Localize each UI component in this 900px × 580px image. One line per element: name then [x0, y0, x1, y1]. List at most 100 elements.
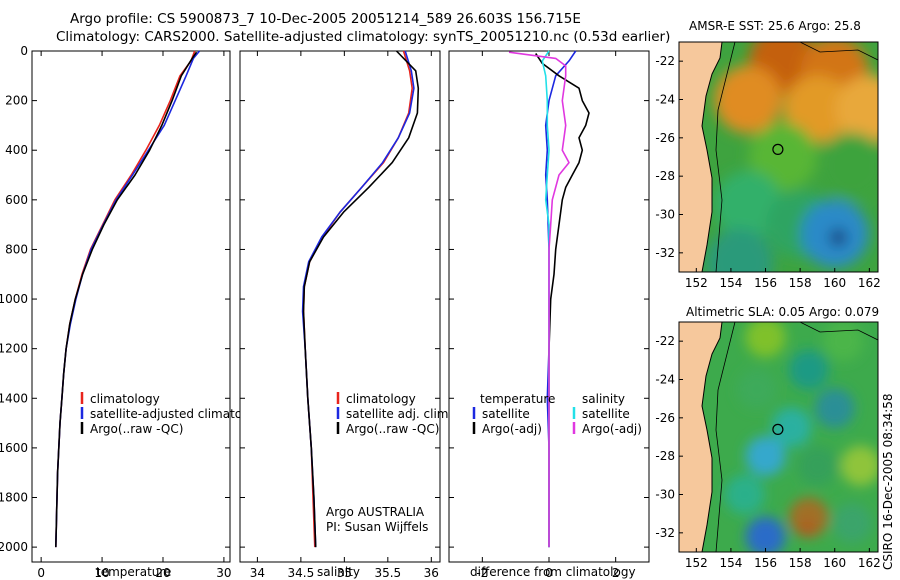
sla-reef-contour	[799, 322, 878, 341]
y-tick-label: 1800	[0, 491, 28, 505]
sst-map-title: AMSR-E SST: 25.6 Argo: 25.8	[689, 19, 861, 33]
sla-shelf-contour	[715, 322, 736, 552]
map-blob	[788, 349, 829, 390]
y-tick-label: 200	[5, 94, 28, 108]
series-line-argo-raw-qc	[55, 51, 198, 548]
x-tick-label: -2	[476, 566, 488, 580]
map-blob	[714, 170, 783, 239]
sla-map-title: Altimetric SLA: 0.05 Argo: 0.079	[686, 305, 879, 319]
difference-series	[508, 50, 590, 548]
x-tick-label: 0	[37, 566, 45, 580]
legend-label-sal-satellite: satellite	[582, 407, 630, 421]
map-blob	[771, 407, 812, 448]
map-x-tick-label: 152	[685, 276, 708, 290]
legend-label-temp-satellite: satellite	[482, 407, 530, 421]
map-y-tick-label: -24	[655, 373, 675, 387]
map-y-tick-label: -22	[655, 334, 675, 348]
y-tick-label: 1400	[0, 391, 28, 405]
map-x-tick-label: 158	[789, 556, 812, 570]
salinity-y-ticks	[240, 50, 440, 548]
map-blob	[705, 228, 774, 272]
map-blob	[830, 229, 847, 246]
map-x-tick-label: 152	[685, 556, 708, 570]
y-tick-label: 400	[5, 143, 28, 157]
y-tick-label: 1000	[0, 292, 28, 306]
map-x-tick-label: 162	[858, 276, 881, 290]
legend-label-satellite: satellite adj. clim.	[346, 407, 452, 421]
map-blob	[823, 322, 864, 362]
x-tick-label: 0	[545, 566, 553, 580]
map-y-tick-label: -26	[655, 411, 675, 425]
sla-y-ticks: -22 -24 -26 -28 -30 -32	[655, 334, 683, 540]
sst-map-frame	[678, 41, 879, 273]
difference-y-ticks	[449, 50, 649, 548]
sla-map-frame	[678, 321, 879, 553]
map-y-tick-label: -28	[655, 169, 675, 183]
salinity-axes-frame	[239, 50, 441, 563]
sst-color-blobs	[705, 42, 878, 272]
map-y-tick-label: -30	[655, 208, 675, 222]
sst-map-panel: AMSR-E SST: 25.6 Argo: 25.8 152 154 156 158…	[655, 19, 881, 290]
temperature-axes-frame	[31, 50, 231, 563]
x-tick-label: 30	[216, 566, 231, 580]
map-blob	[736, 369, 777, 410]
legend-header-salinity: salinity	[582, 392, 625, 406]
sla-map-field	[679, 322, 878, 552]
map-x-tick-label: 156	[754, 276, 777, 290]
map-x-tick-label: 154	[719, 276, 742, 290]
note-argo-australia: Argo AUSTRALIA	[326, 505, 425, 519]
y-tick-label: 600	[5, 193, 28, 207]
map-y-tick-label: -32	[655, 246, 675, 260]
sst-shelf-contour	[715, 42, 736, 272]
x-tick-label: 36	[424, 566, 439, 580]
difference-panel: -2 0 2 difference from climatology tempera…	[448, 50, 650, 580]
sst-map-field	[679, 42, 878, 272]
temperature-x-label: temperature	[96, 565, 171, 579]
legend-header-temperature: temperature	[480, 392, 555, 406]
series-line-salinity-argo-adj	[508, 51, 570, 548]
header-line-2: Climatology: CARS2000. Satellite-adjuste…	[56, 29, 670, 45]
temperature-series	[55, 50, 201, 548]
map-blob	[748, 123, 817, 191]
x-tick-label: 10	[94, 566, 109, 580]
salinity-legend: climatology satellite adj. clim. Argo(..…	[336, 392, 452, 436]
difference-x-label: difference from climatology	[470, 565, 636, 579]
map-x-tick-label: 162	[858, 556, 881, 570]
sst-x-ticks: 152 154 156 158 160 162	[685, 268, 881, 290]
x-tick-label: 35.5	[374, 566, 401, 580]
legend-label-temp-argo: Argo(-adj)	[482, 422, 542, 436]
temperature-x-ticks: 0 10 20 30	[37, 51, 232, 580]
sla-coastline	[701, 322, 723, 552]
salinity-x-ticks: 34 34.5 35 35.5 36	[250, 51, 439, 580]
y-tick-label: 0	[20, 44, 28, 58]
map-x-tick-label: 160	[823, 556, 846, 570]
map-blob	[835, 75, 878, 144]
legend-label-argo: Argo(..raw -QC)	[90, 422, 183, 436]
map-x-tick-label: 156	[754, 556, 777, 570]
map-blob	[814, 388, 855, 429]
map-y-tick-label: -26	[655, 131, 675, 145]
map-blob	[745, 322, 786, 358]
temperature-y-ticks: 0 200 400 600 800 1000 1200 1400 1600 1800 2000	[0, 44, 230, 554]
map-blob	[783, 75, 852, 144]
y-tick-label: 2000	[0, 540, 28, 554]
map-y-tick-label: -22	[655, 54, 675, 68]
map-y-tick-label: -32	[655, 526, 675, 540]
header-line-1: Argo profile: CS 5900873_7 10-Dec-2005 2…	[70, 11, 581, 27]
sst-y-ticks: -22 -24 -26 -28 -30 -32	[655, 54, 683, 260]
x-tick-label: 35	[337, 566, 352, 580]
map-blob	[797, 445, 838, 486]
sst-coastline	[701, 42, 723, 272]
x-tick-label: 2	[612, 566, 620, 580]
sla-color-blobs	[724, 322, 878, 552]
sla-argo-location-marker	[772, 423, 784, 435]
temperature-panel: 0 10 20 30 0 200 400 600 800 1000 1200 1400 1600 180…	[0, 44, 268, 580]
x-tick-label: 34	[250, 566, 265, 580]
x-tick-label: 20	[155, 566, 170, 580]
map-blob	[799, 521, 816, 537]
map-blob	[818, 132, 878, 201]
series-line-argo-raw-qc	[302, 50, 420, 548]
salinity-x-label: salinity	[317, 565, 360, 579]
y-tick-label: 1600	[0, 441, 28, 455]
